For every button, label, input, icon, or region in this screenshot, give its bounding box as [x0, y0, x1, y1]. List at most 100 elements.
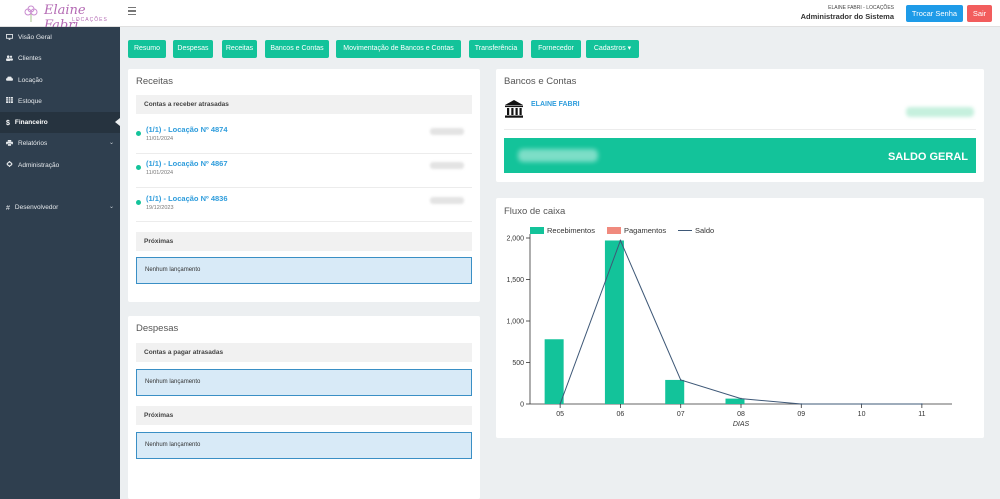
tab-receitas[interactable]: Receitas — [222, 40, 257, 58]
bank-account-link[interactable]: ELAINE FABRI — [531, 101, 580, 108]
bancos-panel: Bancos e Contas ELAINE FABRI SALDO GERAL — [496, 69, 984, 182]
bancos-title: Bancos e Contas — [504, 76, 577, 87]
grid-icon — [6, 97, 13, 104]
divider — [504, 129, 976, 130]
entry-link[interactable]: (1/1) - Locação Nº 4874 — [146, 125, 228, 134]
sidebar-item-label: Estoque — [18, 97, 42, 105]
gear-icon — [6, 161, 13, 168]
sidebar-spacer — [0, 176, 120, 197]
car-icon — [6, 76, 13, 81]
payables-overdue-header: Contas a pagar atrasadas — [136, 343, 472, 362]
entry-link[interactable]: (1/1) - Locação Nº 4867 — [146, 159, 228, 168]
entry-date: 19/12/2023 — [146, 205, 174, 211]
fluxo-title: Fluxo de caixa — [504, 206, 566, 217]
chevron-down-icon: ⌄ — [108, 140, 114, 147]
bank-icon — [505, 100, 523, 118]
legend-label-pagamentos: Pagamentos — [624, 226, 666, 235]
point-saldo — [921, 403, 923, 405]
sidebar-item-label: Desenvolvedor — [14, 204, 59, 212]
hash-icon: # — [6, 204, 10, 212]
logo-flower-icon — [24, 5, 38, 22]
y-tick-label: 0 — [520, 402, 524, 409]
bar-recebimentos — [544, 339, 564, 404]
x-axis-label: DIAS — [733, 421, 750, 428]
point-saldo — [619, 239, 622, 242]
bank-balance-blurred — [906, 107, 974, 117]
sidebar-item-administracao[interactable]: Administração — [0, 155, 120, 176]
tab-despesas[interactable]: Despesas — [173, 40, 213, 58]
point-saldo — [740, 397, 742, 400]
chevron-down-icon: ⌄ — [108, 204, 114, 211]
tab-movimentacao[interactable]: Movimentação de Bancos e Contas — [336, 40, 461, 58]
sidebar: Visão Geral Clientes Locação Estoque $ Fi… — [0, 27, 120, 499]
legend-label-saldo: Saldo — [695, 226, 714, 235]
y-tick-label: 1,000 — [506, 319, 524, 326]
receivables-next-header: Próximas — [136, 232, 472, 251]
entry-date: 11/01/2024 — [146, 136, 174, 142]
printer-icon — [6, 139, 13, 146]
divider — [136, 221, 472, 222]
legend-swatch-recebimentos — [530, 227, 544, 234]
bar-recebimentos — [665, 379, 685, 404]
empty-notice: Nenhum lançamento — [136, 257, 472, 284]
fluxo-caixa-panel: Fluxo de caixa 0 500 1,000 1,500 2,000 05 06 07… — [496, 198, 984, 438]
users-icon — [6, 55, 13, 61]
tab-fornecedor[interactable]: Fornecedor — [531, 40, 581, 58]
sidebar-item-clientes[interactable]: Clientes — [0, 48, 120, 69]
sidebar-item-financeiro[interactable]: $ Financeiro — [0, 112, 120, 134]
entry-amount-blurred — [430, 128, 464, 135]
y-tick-label: 2,000 — [506, 236, 524, 243]
logout-button[interactable]: Sair — [967, 5, 992, 22]
legend-label-recebimentos: Recebimentos — [547, 226, 595, 235]
payables-next-header: Próximas — [136, 406, 472, 425]
tab-bancos-contas[interactable]: Bancos e Contas — [265, 40, 329, 58]
point-saldo — [559, 403, 561, 405]
change-password-button[interactable]: Trocar Senha — [906, 5, 963, 22]
empty-notice: Nenhum lançamento — [136, 369, 472, 396]
legend-swatch-pagamentos — [607, 227, 621, 234]
sidebar-item-estoque[interactable]: Estoque — [0, 91, 120, 112]
x-tick-label: 06 — [617, 411, 625, 418]
status-dot — [136, 131, 141, 136]
sidebar-item-locacao[interactable]: Locação — [0, 70, 120, 91]
sidebar-item-relatorios[interactable]: Relatórios ⌄ — [0, 133, 120, 154]
tab-transferencia[interactable]: Transferência — [469, 40, 523, 58]
sidebar-item-desenvolvedor[interactable]: # Desenvolvedor ⌄ — [0, 197, 120, 218]
despesas-panel: Despesas Contas a pagar atrasadas Nenhum… — [128, 316, 480, 499]
tab-resumo[interactable]: Resumo — [128, 40, 166, 58]
x-tick-label: 07 — [677, 411, 685, 418]
logo-subtitle: LOCAÇÕES — [72, 17, 108, 23]
status-dot — [136, 200, 141, 205]
saldo-value-blurred — [518, 149, 598, 162]
company-name: ELAINE FABRI - LOCAÇÕES — [828, 5, 894, 11]
despesas-title: Despesas — [136, 323, 179, 334]
x-tick-label: 08 — [737, 411, 745, 418]
list-item: (1/1) - Locação Nº 4836 19/12/2023 — [136, 194, 472, 216]
x-tick-label: 09 — [797, 411, 805, 418]
logo[interactable]: Elaine Fabri LOCAÇÕES — [22, 3, 107, 33]
y-tick-label: 500 — [512, 360, 524, 367]
dollar-icon: $ — [6, 119, 10, 127]
menu-toggle-icon[interactable] — [128, 7, 136, 16]
cashflow-chart: 0 500 1,000 1,500 2,000 05 06 07 08 09 10 11 DIAS Rec… — [506, 226, 952, 428]
sidebar-item-label: Clientes — [18, 55, 42, 63]
sidebar-item-label: Locação — [18, 76, 43, 84]
x-tick-label: 10 — [858, 411, 866, 418]
entry-date: 11/01/2024 — [146, 170, 174, 176]
point-saldo — [860, 403, 863, 405]
receivables-overdue-header: Contas a receber atrasadas — [136, 95, 472, 114]
tab-cadastros-dropdown[interactable]: Cadastros ▾ — [586, 40, 639, 58]
sidebar-item-label: Administração — [18, 161, 60, 169]
sidebar-item-label: Relatórios — [18, 140, 48, 148]
entry-link[interactable]: (1/1) - Locação Nº 4836 — [146, 194, 228, 203]
x-tick-label: 05 — [556, 411, 564, 418]
saldo-geral-label: SALDO GERAL — [887, 151, 968, 163]
saldo-geral-bar: SALDO GERAL — [504, 138, 976, 173]
sidebar-item-label: Financeiro — [14, 119, 48, 127]
x-tick-label: 11 — [918, 411, 925, 418]
y-tick-label: 1,500 — [506, 277, 524, 284]
sidebar-item-visao-geral[interactable]: Visão Geral — [0, 27, 120, 48]
list-item: (1/1) - Locação Nº 4867 11/01/2024 — [136, 159, 472, 181]
point-saldo — [679, 379, 682, 381]
status-dot — [136, 165, 141, 170]
